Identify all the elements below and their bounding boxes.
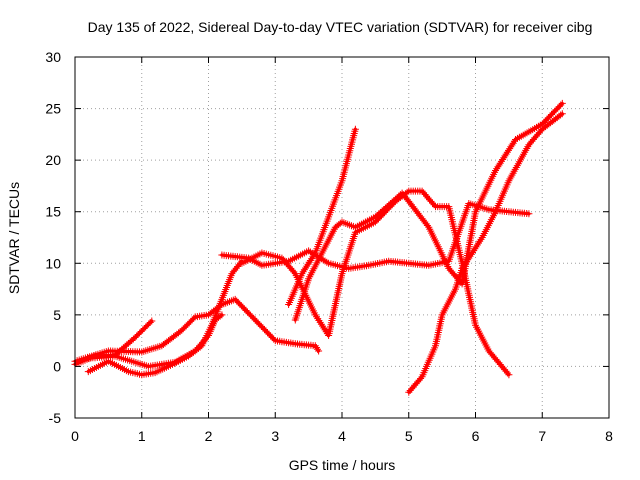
series-layer: [71, 99, 566, 396]
y-tick-label: 0: [53, 358, 61, 374]
x-tick-label: 7: [538, 428, 546, 444]
series-markers: [405, 110, 566, 396]
series-markers: [84, 311, 226, 370]
series-line: [407, 112, 564, 394]
series-markers: [285, 125, 359, 308]
series-arc-4: [84, 311, 226, 370]
tick-layer: 0 1 2 3 4 5 6 7 8 -5 0 5 10 15 20 25 30: [45, 49, 613, 444]
series-arc-8: [291, 99, 566, 324]
series-arc-1: [71, 317, 156, 368]
y-tick-label: 30: [45, 49, 61, 65]
x-tick-label: 5: [405, 428, 413, 444]
x-tick-label: 6: [472, 428, 480, 444]
y-tick-label: 20: [45, 152, 61, 168]
series-arc-9: [405, 110, 566, 396]
series-line: [287, 127, 357, 307]
series-markers: [218, 200, 533, 272]
chart-title: Day 135 of 2022, Sidereal Day-to-day VTE…: [88, 19, 593, 35]
series-arc-3: [84, 257, 246, 379]
series-arc-7: [285, 125, 359, 308]
x-tick-label: 2: [205, 428, 213, 444]
series-markers: [84, 257, 246, 379]
x-tick-label: 3: [271, 428, 279, 444]
x-tick-label: 4: [338, 428, 346, 444]
y-tick-label: -5: [49, 410, 62, 426]
series-markers: [71, 317, 156, 368]
y-tick-label: 5: [53, 307, 61, 323]
x-tick-label: 8: [605, 428, 613, 444]
x-tick-label: 0: [71, 428, 79, 444]
x-tick-label: 1: [138, 428, 146, 444]
y-tick-label: 10: [45, 255, 61, 271]
y-axis-label: SDTVAR / TECUs: [6, 182, 22, 294]
series-markers: [291, 99, 566, 324]
x-axis-label: GPS time / hours: [289, 457, 396, 473]
y-tick-label: 25: [45, 101, 61, 117]
y-tick-label: 15: [45, 204, 61, 220]
